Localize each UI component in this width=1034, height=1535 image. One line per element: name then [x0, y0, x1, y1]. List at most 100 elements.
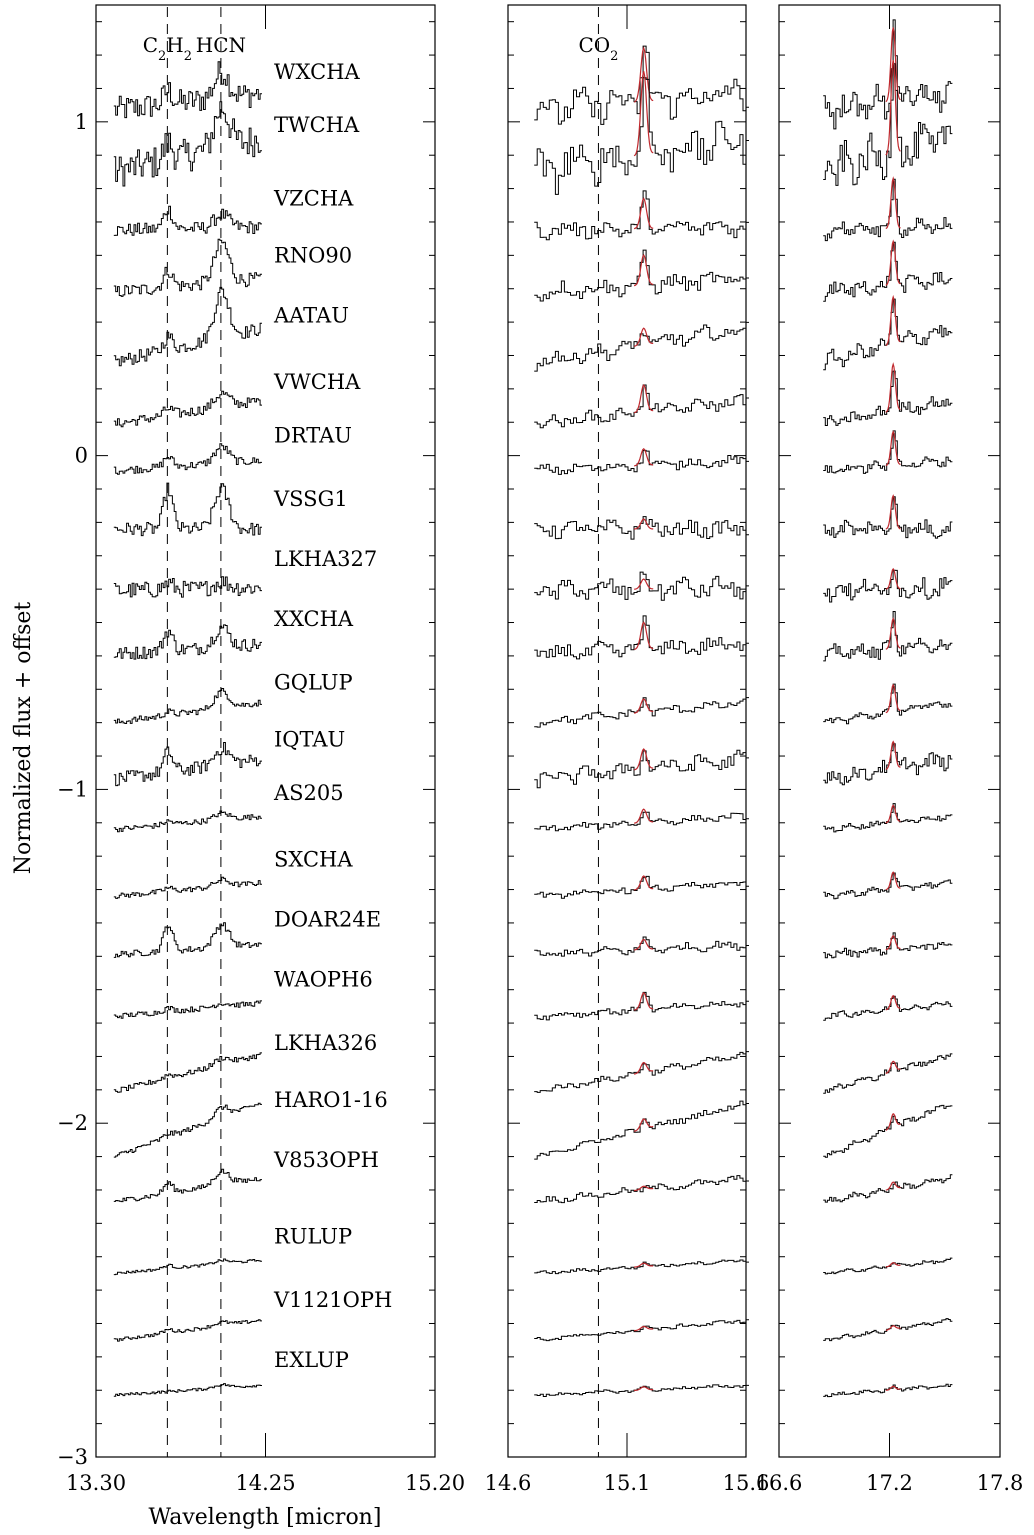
x-tick-label: 15.20: [405, 1471, 465, 1495]
spectrum-twcha: [823, 63, 953, 186]
spectrum-v1121oph: [113, 1319, 262, 1342]
x-tick-label: 15.6: [723, 1471, 770, 1495]
spectrum-rno90: [823, 241, 953, 302]
panel-2: 14.6 15.1 15.6 CO2: [485, 4, 770, 1495]
spectrum-doar24e: [534, 936, 749, 957]
spectrum-lkha326: [534, 1051, 749, 1093]
spectrum-vzcha: [534, 190, 749, 241]
spectrum-v853oph: [113, 1168, 262, 1203]
spectrum-gqlup: [823, 683, 953, 725]
source-label: WAOPH6: [274, 968, 373, 992]
source-label: VZCHA: [273, 187, 354, 211]
fit-lkha327: [634, 578, 654, 590]
fit-lkha327: [885, 567, 901, 590]
fit-aatau: [885, 294, 901, 347]
spectrum-wxcha: [534, 45, 749, 125]
x-tick-label: 13.30: [66, 1471, 126, 1495]
y-tick-label: 0: [75, 444, 88, 468]
spectrum-doar24e: [823, 932, 953, 959]
spectrum-haro1-16: [823, 1104, 953, 1158]
source-label: IQTAU: [274, 727, 345, 751]
spectrum-rulup: [534, 1259, 749, 1275]
spectrum-v853oph: [534, 1175, 749, 1204]
fit-haro1-16: [633, 1118, 654, 1132]
spectrum-drtau: [113, 443, 262, 475]
spectrum-as205: [534, 811, 749, 832]
source-label: RNO90: [274, 243, 352, 267]
spectrum-wxcha: [113, 61, 262, 119]
spectrum-vssg1: [113, 482, 262, 537]
spectrum-xxcha: [534, 615, 749, 660]
fit-doar24e: [634, 938, 654, 951]
source-label: LKHA326: [274, 1031, 377, 1055]
x-tick-label: 15.1: [604, 1471, 651, 1495]
spectrum-vssg1: [534, 516, 749, 540]
spectrum-v1121oph: [534, 1319, 749, 1342]
fit-sxcha: [885, 871, 901, 891]
spectrum-exlup: [534, 1384, 749, 1397]
y-tick-label: −3: [57, 1445, 88, 1469]
fit-v1121oph: [885, 1325, 901, 1331]
spectrum-as205: [113, 810, 262, 833]
source-label: RULUP: [274, 1225, 352, 1249]
fit-waoph6: [885, 994, 901, 1011]
spectrum-sxcha: [823, 872, 953, 900]
fit-xxcha: [885, 617, 901, 650]
spectrum-rno90: [534, 249, 749, 302]
fit-twcha: [633, 71, 654, 157]
spectrum-lkha326: [113, 1052, 262, 1093]
fit-doar24e: [885, 934, 901, 951]
fit-drtau: [885, 430, 901, 467]
spectrum-drtau: [823, 430, 953, 474]
source-label: DOAR24E: [274, 908, 381, 932]
source-label: AS205: [273, 781, 344, 805]
fit-vzcha: [885, 176, 901, 230]
spectrum-haro1-16: [113, 1102, 262, 1158]
spectrum-rno90: [113, 238, 262, 297]
y-tick-label: 1: [75, 110, 88, 134]
molecule-label: CO2: [578, 33, 618, 64]
panel-frame: [778, 4, 1001, 1458]
spectrum-aatau: [113, 286, 262, 367]
spectrum-gqlup: [534, 697, 749, 728]
fit-as205: [885, 804, 901, 824]
panel-3: 16.6 17.2 17.8: [756, 4, 1023, 1495]
x-axis-label: Wavelength [micron]: [149, 1505, 382, 1530]
spectrum-vzcha: [823, 178, 953, 242]
spectrum-wxcha: [823, 19, 953, 130]
source-label: V853OPH: [273, 1148, 379, 1172]
fit-vzcha: [633, 197, 654, 230]
fit-v853oph: [885, 1181, 901, 1191]
spectrum-vwcha: [113, 390, 262, 428]
spectrum-v853oph: [823, 1174, 953, 1203]
source-label: DRTAU: [274, 424, 352, 448]
spectrum-vzcha: [113, 205, 262, 236]
x-tick-label: 14.25: [235, 1471, 295, 1495]
fit-rno90: [633, 253, 654, 287]
source-label: WXCHA: [274, 60, 361, 84]
fit-xxcha: [633, 621, 654, 650]
fit-aatau: [633, 327, 654, 347]
spectrum-vssg1: [823, 496, 953, 539]
spectrum-vwcha: [823, 370, 953, 426]
fit-exlup: [885, 1385, 901, 1391]
fit-waoph6: [633, 991, 654, 1011]
spectrum-iqtau: [534, 749, 749, 789]
fit-lkha326: [885, 1060, 901, 1074]
spectrum-vwcha: [534, 384, 749, 429]
spectrum-xxcha: [823, 611, 953, 662]
y-axis-label: Normalized flux + offset: [11, 602, 36, 875]
source-label: HARO1-16: [274, 1088, 388, 1112]
fit-v1121oph: [634, 1325, 654, 1332]
y-tick-label: −2: [57, 1111, 88, 1135]
spectrum-twcha: [113, 101, 262, 187]
spectrum-sxcha: [534, 875, 749, 899]
fit-haro1-16: [885, 1113, 901, 1131]
fit-exlup: [634, 1386, 654, 1392]
fit-twcha: [885, 60, 901, 156]
spectrum-rulup: [113, 1258, 262, 1276]
spectrum-twcha: [534, 77, 749, 195]
panel-frame: [507, 4, 747, 1458]
fit-wxcha: [633, 46, 654, 103]
fit-lkha326: [633, 1061, 654, 1075]
